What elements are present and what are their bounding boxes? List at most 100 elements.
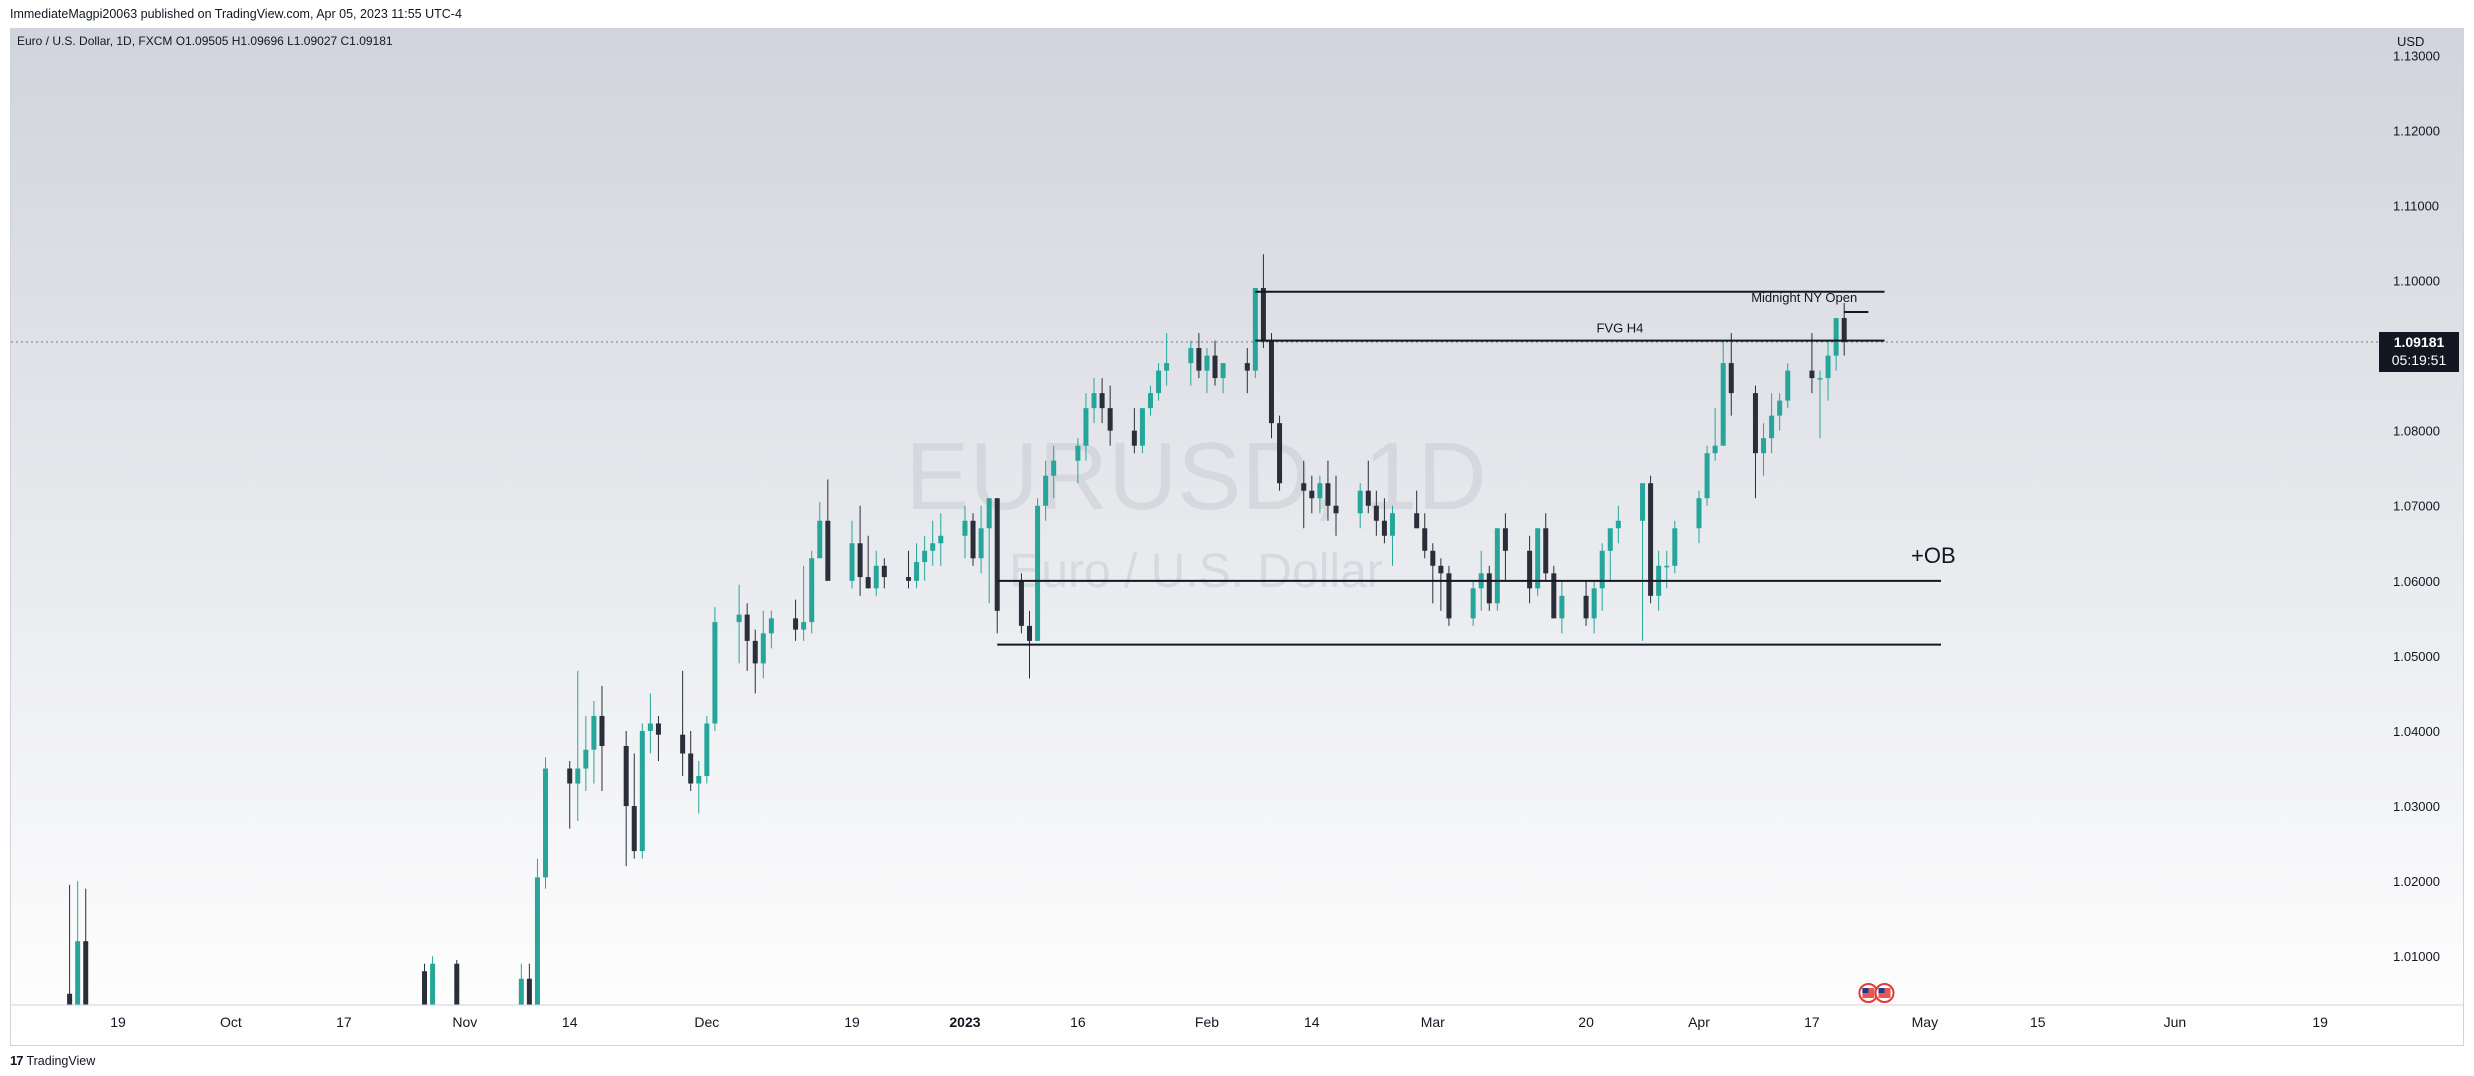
candle-body — [1535, 528, 1541, 589]
candle-body — [1494, 528, 1500, 604]
candle-up — [1720, 340, 1726, 446]
candle-up — [1156, 363, 1162, 401]
last-price-value: 1.09181 — [2394, 334, 2445, 350]
candle-up — [760, 610, 766, 679]
footer-brand[interactable]: TradingView — [26, 1054, 96, 1068]
candle-up — [1317, 475, 1323, 514]
candle-down — [881, 558, 887, 589]
price-tick-label: 1.03000 — [2393, 799, 2440, 814]
candle-up — [639, 723, 645, 859]
price-tick-label: 1.01000 — [2393, 949, 2440, 964]
candle-body — [1325, 483, 1331, 506]
candle-up — [1083, 393, 1089, 461]
candle-body — [1381, 520, 1387, 536]
candle-up — [1777, 393, 1783, 431]
candle-body — [75, 941, 81, 1005]
candle-body — [1728, 363, 1734, 394]
candle-down — [1309, 475, 1315, 514]
candlestick-chart[interactable]: EURUSD, 1D Euro / U.S. Dollar FVG H4 Midn… — [11, 29, 2463, 1045]
candle-body — [1817, 378, 1823, 380]
candle-body — [1252, 288, 1258, 371]
candle-body — [1107, 408, 1113, 431]
price-tick-label: 1.13000 — [2393, 48, 2440, 63]
candle-body — [1809, 370, 1815, 379]
time-tick-label: 19 — [110, 1014, 126, 1030]
candle-body — [1543, 528, 1549, 574]
candle-up — [704, 715, 710, 784]
candle-body — [430, 963, 436, 1005]
candle-down — [857, 505, 863, 596]
candle-body — [857, 543, 863, 578]
candle-body — [736, 614, 742, 623]
candle-down — [1196, 333, 1202, 379]
candle-down — [1333, 475, 1339, 536]
time-tick-label: 15 — [2030, 1014, 2046, 1030]
candle-down — [680, 670, 686, 777]
candle-down — [655, 715, 661, 761]
candle-down — [752, 629, 758, 694]
candle-body — [639, 730, 645, 852]
watermark-symbol: EURUSD, 1D — [905, 423, 1486, 530]
candle-down — [1373, 490, 1379, 536]
candle-down — [1809, 333, 1815, 394]
candle-up — [1035, 498, 1041, 641]
candle-down — [1543, 513, 1549, 581]
time-tick-label: 19 — [2312, 1014, 2328, 1030]
candle-body — [970, 520, 976, 559]
candle-down — [1430, 543, 1436, 604]
candle-body — [1752, 393, 1758, 454]
candle-down — [1268, 333, 1274, 439]
candle-body — [1470, 588, 1476, 619]
candle-up — [75, 881, 81, 1005]
candle-body — [1696, 498, 1702, 529]
price-axis[interactable]: 1.130001.120001.110001.100001.090001.080… — [2393, 48, 2440, 964]
time-tick-label: Mar — [1421, 1014, 1445, 1030]
chart-pane[interactable]: EURUSD, 1D Euro / U.S. Dollar FVG H4 Midn… — [10, 28, 2464, 1046]
candle-body — [1260, 288, 1266, 341]
candle-body — [825, 520, 831, 581]
candle-down — [905, 550, 912, 589]
candle-down — [1583, 580, 1589, 626]
currency-label: USD — [2397, 34, 2424, 49]
candle-up — [1220, 363, 1226, 394]
candle-body — [1026, 625, 1032, 641]
candle-body — [1018, 580, 1024, 626]
candle-up — [1672, 520, 1678, 574]
candle-down — [454, 959, 460, 1005]
candle-up — [575, 670, 581, 822]
candle-down — [1752, 385, 1758, 499]
candle-down — [83, 888, 89, 1005]
candle-body — [1769, 415, 1775, 439]
time-axis[interactable]: 19 Oct 17 Nov 14 Dec 19 2023 16 Feb 14 Mar 20 Apr 17 Ma… — [110, 1014, 2328, 1030]
candle-body — [1720, 363, 1726, 446]
candle-up — [1535, 528, 1541, 596]
candle-up — [1607, 528, 1613, 581]
candle-body — [1486, 573, 1492, 604]
drawings-layer: FVG H4 Midnight NY Open +OB — [997, 290, 1956, 646]
candle-body — [1164, 363, 1170, 371]
candle-body — [994, 498, 1000, 611]
candle-body — [631, 806, 637, 852]
candle-up — [1664, 550, 1670, 589]
candle-up — [809, 550, 815, 634]
price-tick-label: 1.04000 — [2393, 724, 2440, 739]
candle-body — [704, 723, 710, 777]
candle-body — [1139, 408, 1145, 446]
candle-up — [1599, 543, 1605, 611]
candle-up — [962, 505, 968, 559]
candle-body — [1188, 348, 1194, 364]
candle-body — [1761, 438, 1767, 454]
price-tick-label: 1.06000 — [2393, 574, 2440, 589]
candle-down — [970, 513, 976, 566]
candle-body — [526, 978, 532, 1005]
candle-body — [688, 753, 694, 784]
candle-down — [688, 730, 694, 792]
candle-up — [712, 607, 718, 731]
candle-body — [881, 565, 887, 578]
candle-up — [817, 501, 823, 559]
candle-body — [986, 498, 992, 529]
candle-body — [1196, 348, 1202, 371]
candle-up — [543, 757, 549, 889]
candle-up — [1615, 505, 1621, 544]
candle-body — [801, 622, 807, 630]
